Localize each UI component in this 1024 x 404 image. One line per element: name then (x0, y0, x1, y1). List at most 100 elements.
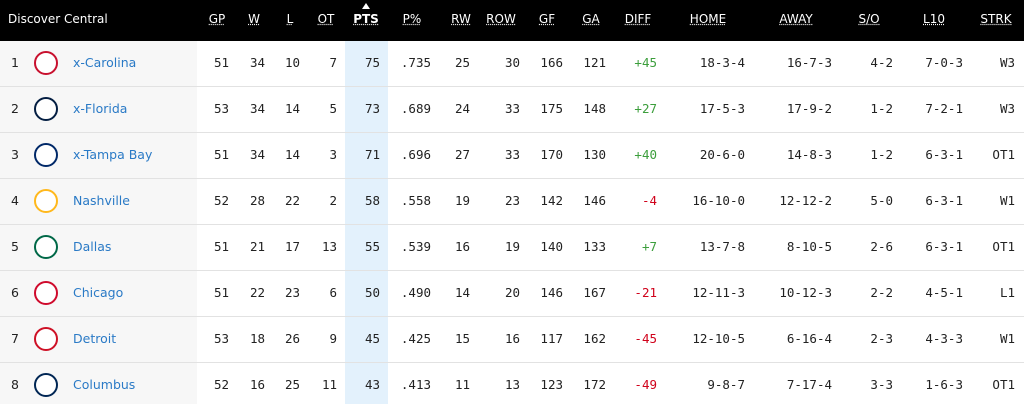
stat-cell: .490 (400, 285, 431, 300)
column-header[interactable]: PTS (353, 12, 379, 26)
stat-cell: 1-2 (870, 147, 893, 162)
table-row: 5 Dallas 51 21 17 13 55 .539 16 19 140 133 +7 13-7-8 8… (0, 225, 1024, 271)
team-logo (34, 51, 58, 75)
rank: 4 (11, 193, 19, 208)
team-name[interactable]: Chicago (73, 285, 124, 300)
column-header[interactable]: STRK (980, 12, 1012, 26)
stat-cell: 9 (329, 331, 337, 346)
stat-cell: 20 (504, 285, 520, 300)
stat-cell: 16-7-3 (786, 55, 832, 70)
stat-cell: 51 (213, 285, 229, 300)
stat-cell: +45 (634, 55, 657, 70)
stat-cell: 170 (540, 147, 563, 162)
stat-cell: 3-3 (870, 377, 893, 392)
stat-cell: .413 (400, 377, 431, 392)
stat-cell: 146 (540, 285, 563, 300)
stat-cell: 71 (364, 147, 380, 162)
stat-cell: .735 (400, 55, 431, 70)
team-name[interactable]: Columbus (73, 377, 136, 392)
column-header[interactable]: P% (402, 12, 422, 26)
column-header[interactable]: GP (208, 12, 226, 26)
stat-cell: +27 (634, 101, 657, 116)
stat-cell: 27 (454, 147, 470, 162)
stat-cell: OT1 (992, 239, 1015, 254)
stat-cell: 6-3-1 (925, 239, 963, 254)
rank: 7 (11, 331, 19, 346)
rank: 2 (11, 101, 19, 116)
stat-cell: 117 (540, 331, 563, 346)
stat-cell: 2-3 (870, 331, 893, 346)
stat-cell: 12-10-5 (692, 331, 745, 346)
stat-cell: 7 (329, 55, 337, 70)
team-name[interactable]: x-Tampa Bay (73, 147, 153, 162)
column-header[interactable]: DIFF (624, 12, 652, 26)
team-cell-bg (0, 179, 197, 224)
team-logo (34, 281, 58, 305)
table-title: Discover Central (8, 12, 108, 26)
stat-cell: 53 (213, 331, 229, 346)
stat-cell: 21 (249, 239, 265, 254)
stat-cell: 16 (504, 331, 520, 346)
rank: 3 (11, 147, 19, 162)
stat-cell: 4-2 (870, 55, 893, 70)
column-header[interactable]: L10 (923, 12, 945, 26)
stat-cell: 53 (213, 101, 229, 116)
stat-cell: 6-3-1 (925, 147, 963, 162)
team-name[interactable]: x-Florida (73, 101, 128, 116)
column-header[interactable]: GF (538, 12, 556, 26)
stat-cell: 10-12-3 (779, 285, 832, 300)
stat-cell: 4-3-3 (925, 331, 963, 346)
stat-cell: 13 (321, 239, 337, 254)
stat-cell: 24 (454, 101, 470, 116)
stat-cell: 18 (249, 331, 265, 346)
team-name[interactable]: Nashville (73, 193, 130, 208)
stat-cell: 14-8-3 (786, 147, 832, 162)
table-row: 7 Detroit 53 18 26 9 45 .425 15 16 117 162 -45 12-10-… (0, 317, 1024, 363)
column-header[interactable]: ROW (486, 12, 516, 26)
team-name[interactable]: Dallas (73, 239, 112, 254)
stat-cell: .425 (400, 331, 431, 346)
stat-cell: 11 (454, 377, 470, 392)
column-header[interactable]: OT (317, 12, 335, 26)
stat-cell: 20-6-0 (699, 147, 745, 162)
stat-cell: 1-2 (870, 101, 893, 116)
rank: 6 (11, 285, 19, 300)
team-name[interactable]: x-Carolina (73, 55, 137, 70)
stat-cell: 167 (583, 285, 606, 300)
stat-cell: 13-7-8 (699, 239, 745, 254)
stat-cell: 5 (329, 101, 337, 116)
stat-cell: 11 (321, 377, 337, 392)
stat-cell: -49 (634, 377, 657, 392)
stat-cell: 34 (249, 55, 265, 70)
stat-cell: 130 (583, 147, 606, 162)
column-header[interactable]: L (286, 12, 294, 26)
stat-cell: 7-0-3 (925, 55, 963, 70)
stat-cell: 22 (284, 193, 300, 208)
stat-cell: 51 (213, 55, 229, 70)
column-header[interactable]: AWAY (779, 12, 813, 26)
column-header[interactable]: S/O (858, 12, 880, 26)
stat-cell: 166 (540, 55, 563, 70)
team-logo (34, 235, 58, 259)
team-cell-bg (0, 317, 197, 362)
stat-cell: 25 (284, 377, 300, 392)
stat-cell: 162 (583, 331, 606, 346)
stat-cell: 51 (213, 239, 229, 254)
stat-cell: 22 (249, 285, 265, 300)
stat-cell: 18-3-4 (699, 55, 745, 70)
team-name[interactable]: Detroit (73, 331, 117, 346)
stat-cell: 17-9-2 (786, 101, 832, 116)
stat-cell: 34 (249, 101, 265, 116)
column-header[interactable]: W (248, 12, 260, 26)
stat-cell: 55 (364, 239, 380, 254)
stat-cell: 14 (454, 285, 470, 300)
column-header[interactable]: HOME (689, 12, 727, 26)
column-header[interactable]: GA (582, 12, 600, 26)
team-cell-bg (0, 271, 197, 316)
table-row: 2 x-Florida 53 34 14 5 73 .689 24 33 175 148 +27 17-5… (0, 87, 1024, 133)
stat-cell: 6-16-4 (786, 331, 832, 346)
column-header[interactable]: RW (451, 12, 471, 26)
stat-cell: 175 (540, 101, 563, 116)
stat-cell: W3 (999, 55, 1015, 70)
